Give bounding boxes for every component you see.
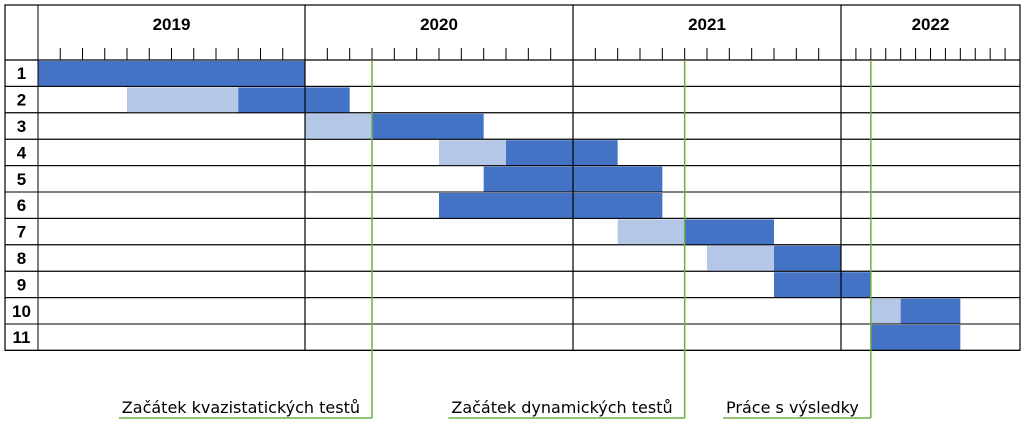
task-bar-dark-row-3 xyxy=(372,113,484,140)
task-bar-dark-row-8 xyxy=(774,245,841,272)
milestones xyxy=(118,60,872,419)
task-bar-light-row-8 xyxy=(707,245,774,272)
year-label-2019: 2019 xyxy=(153,15,191,34)
row-label-5: 5 xyxy=(17,170,26,189)
task-bar-dark-row-7 xyxy=(684,219,774,245)
year-label-2020: 2020 xyxy=(420,15,458,34)
row-label-6: 6 xyxy=(17,196,26,215)
row-label-9: 9 xyxy=(17,275,26,294)
row-label-4: 4 xyxy=(17,143,27,162)
task-bar-light-row-10 xyxy=(870,298,901,324)
task-bar-light-row-2 xyxy=(127,87,239,113)
row-label-1: 1 xyxy=(17,64,26,83)
row-label-10: 10 xyxy=(12,302,31,321)
row-label-8: 8 xyxy=(17,249,26,268)
outer-border xyxy=(4,4,1021,351)
task-bar-dark-row-11 xyxy=(870,325,961,351)
milestone-label-results: Práce s výsledky xyxy=(726,398,859,417)
task-bar-dark-row-10 xyxy=(900,298,961,324)
task-bar-light-row-4 xyxy=(439,140,506,166)
task-bar-light-row-7 xyxy=(617,219,685,245)
task-bar-dark-row-6 xyxy=(439,193,663,219)
row-label-11: 11 xyxy=(13,328,31,347)
milestone-label-quasistatic: Začátek kvazistatických testů xyxy=(122,398,360,417)
task-bar-light-row-3 xyxy=(305,113,372,140)
year-label-2022: 2022 xyxy=(912,15,950,34)
labels: 2019 2020 2021 2022 1 2 3 4 5 6 7 8 9 10… xyxy=(12,15,949,417)
row-label-7: 7 xyxy=(17,223,26,242)
task-bar-dark-row-2 xyxy=(238,87,350,113)
bars xyxy=(5,59,1020,351)
row-label-3: 3 xyxy=(17,117,26,136)
task-bar-dark-row-4 xyxy=(506,140,618,166)
milestone-label-dynamic: Začátek dynamických testů xyxy=(451,398,672,417)
frame xyxy=(4,4,1021,351)
row-label-2: 2 xyxy=(17,91,26,110)
year-label-2021: 2021 xyxy=(688,15,726,34)
month-ticks xyxy=(59,48,1006,60)
task-bar-dark-row-9 xyxy=(774,272,871,298)
task-bar-dark-row-1 xyxy=(38,61,305,87)
